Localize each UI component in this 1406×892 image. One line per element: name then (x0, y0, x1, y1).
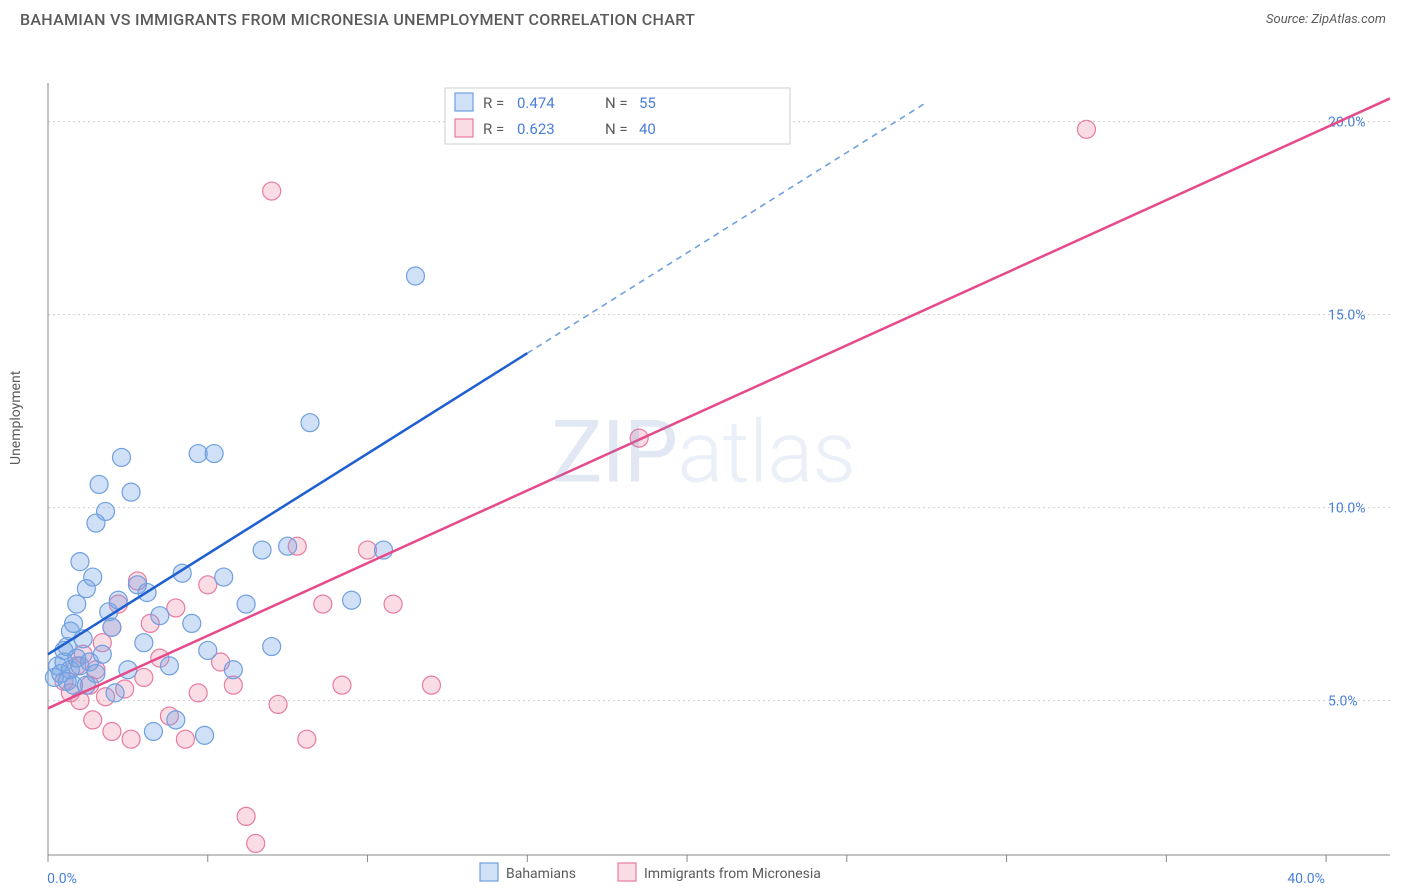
data-point-bahamians (237, 595, 255, 613)
x-tick-label: 0.0% (47, 871, 77, 885)
data-point-bahamians (183, 614, 201, 632)
data-point-micronesia (247, 834, 265, 852)
data-point-bahamians (65, 614, 83, 632)
data-point-bahamians (68, 595, 86, 613)
stats-swatch-bahamians (455, 93, 473, 111)
data-point-micronesia (384, 595, 402, 613)
stats-n-value: 55 (639, 94, 656, 112)
data-point-bahamians (189, 445, 207, 463)
data-point-micronesia (422, 676, 440, 694)
scatter-chart: 5.0%10.0%15.0%20.0%0.0%40.0%R = 0.474N =… (0, 35, 1406, 885)
data-point-micronesia (122, 730, 140, 748)
data-point-micronesia (199, 576, 217, 594)
data-point-bahamians (224, 661, 242, 679)
legend-swatch-micronesia (618, 863, 636, 881)
legend-swatch-bahamians (480, 863, 498, 881)
data-point-bahamians (97, 502, 115, 520)
data-point-micronesia (135, 668, 153, 686)
legend-label-micronesia: Immigrants from Micronesia (644, 866, 821, 882)
legend-label-bahamians: Bahamians (506, 866, 576, 882)
data-point-bahamians (253, 541, 271, 559)
data-point-micronesia (263, 182, 281, 200)
data-point-micronesia (103, 722, 121, 740)
data-point-bahamians (279, 537, 297, 555)
data-point-bahamians (301, 414, 319, 432)
data-point-bahamians (122, 483, 140, 501)
stats-n-label: N = (605, 120, 628, 138)
data-point-micronesia (84, 711, 102, 729)
data-point-micronesia (314, 595, 332, 613)
data-point-bahamians (112, 448, 130, 466)
data-point-bahamians (71, 553, 89, 571)
stats-r-label: R = (483, 120, 504, 138)
data-point-bahamians (106, 684, 124, 702)
chart-title: BAHAMIAN VS IMMIGRANTS FROM MICRONESIA U… (20, 10, 695, 29)
data-point-bahamians (93, 645, 111, 663)
y-tick-label: 15.0% (1328, 308, 1366, 324)
data-point-micronesia (1077, 120, 1095, 138)
data-point-bahamians (87, 665, 105, 683)
data-point-micronesia (298, 730, 316, 748)
trendline-bahamians (48, 353, 527, 654)
data-point-bahamians (196, 726, 214, 744)
stats-r-value: 0.623 (517, 120, 555, 138)
data-point-micronesia (269, 695, 287, 713)
data-point-bahamians (103, 618, 121, 636)
y-axis-label: Unemployment (8, 371, 24, 465)
data-point-micronesia (237, 807, 255, 825)
data-point-bahamians (135, 634, 153, 652)
data-point-bahamians (90, 475, 108, 493)
y-tick-label: 5.0% (1328, 694, 1358, 710)
data-point-bahamians (215, 568, 233, 586)
title-bar: BAHAMIAN VS IMMIGRANTS FROM MICRONESIA U… (0, 0, 1406, 35)
trendline-micronesia (48, 98, 1390, 708)
data-point-micronesia (333, 676, 351, 694)
data-point-bahamians (205, 445, 223, 463)
x-tick-label: 40.0% (1287, 871, 1325, 885)
chart-area: Unemployment ZIPatlas 5.0%10.0%15.0%20.0… (0, 35, 1406, 885)
data-point-bahamians (144, 722, 162, 740)
data-point-bahamians (167, 711, 185, 729)
stats-n-value: 40 (639, 120, 656, 138)
data-point-bahamians (263, 638, 281, 656)
data-point-micronesia (189, 684, 207, 702)
data-point-bahamians (151, 607, 169, 625)
source-attribution: Source: ZipAtlas.com (1266, 12, 1386, 27)
data-point-micronesia (359, 541, 377, 559)
stats-r-label: R = (483, 94, 504, 112)
data-point-micronesia (167, 599, 185, 617)
data-point-bahamians (84, 568, 102, 586)
data-point-bahamians (160, 657, 178, 675)
stats-n-label: N = (605, 94, 628, 112)
data-point-bahamians (199, 641, 217, 659)
y-tick-label: 10.0% (1328, 501, 1366, 517)
data-point-micronesia (176, 730, 194, 748)
data-point-bahamians (406, 267, 424, 285)
data-point-bahamians (343, 591, 361, 609)
stats-swatch-micronesia (455, 119, 473, 137)
stats-r-value: 0.474 (517, 94, 555, 112)
